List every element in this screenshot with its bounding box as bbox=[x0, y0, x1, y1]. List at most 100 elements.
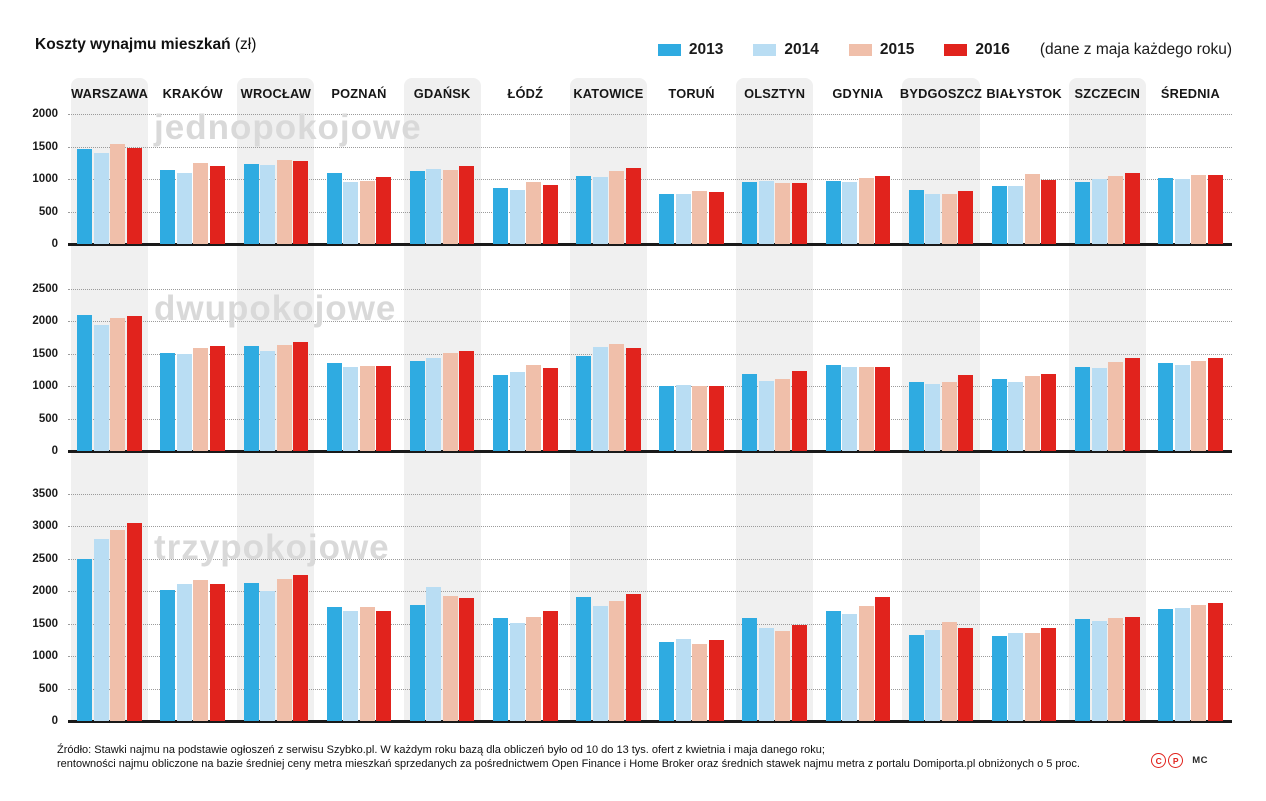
y-tick-2000: 2000 bbox=[32, 315, 58, 328]
y-tick-0: 0 bbox=[51, 445, 58, 457]
city-label-10: BYDGOSZCZ bbox=[899, 85, 983, 101]
bar-ŁÓDŹ-2013 bbox=[493, 187, 509, 244]
bar-group-GDAŃSK bbox=[401, 289, 484, 451]
bar-KATOWICE-2013 bbox=[576, 176, 592, 244]
panel-watermark-title: dwupokojowe bbox=[154, 289, 397, 328]
y-tick-2000: 2000 bbox=[32, 585, 58, 598]
city-label-3: POZNAŃ bbox=[331, 85, 387, 101]
bar-BIAŁYSTOK-2014 bbox=[1008, 381, 1024, 451]
bar-group-ŚREDNIA bbox=[1149, 494, 1232, 721]
gridline-1500 bbox=[68, 623, 1232, 625]
bar-WROCŁAW-2015 bbox=[276, 578, 292, 721]
bar-BYDGOSZCZ-2013 bbox=[908, 634, 924, 721]
bar-POZNAŃ-2013 bbox=[326, 606, 342, 721]
bar-group-ŁÓDŹ bbox=[484, 494, 567, 721]
bar-GDAŃSK-2013 bbox=[409, 360, 425, 451]
bar-ŚREDNIA-2016 bbox=[1207, 602, 1223, 721]
bar-GDAŃSK-2015 bbox=[442, 169, 458, 244]
bar-WROCŁAW-2013 bbox=[243, 164, 259, 244]
bar-BIAŁYSTOK-2013 bbox=[991, 635, 1007, 721]
bar-WROCŁAW-2013 bbox=[243, 346, 259, 451]
bar-OLSZTYN-2015 bbox=[775, 379, 791, 451]
bar-POZNAŃ-2016 bbox=[376, 366, 392, 451]
y-tick-3500: 3500 bbox=[32, 488, 58, 500]
bar-ŁÓDŹ-2014 bbox=[509, 623, 525, 721]
bar-GDAŃSK-2016 bbox=[459, 598, 475, 721]
bar-SZCZECIN-2013 bbox=[1075, 619, 1090, 721]
bar-TORUŃ-2013 bbox=[659, 385, 675, 451]
bar-TORUŃ-2016 bbox=[708, 639, 724, 721]
legend-note: (dane z maja każdego roku) bbox=[1039, 41, 1232, 58]
y-tick-500: 500 bbox=[38, 682, 58, 695]
bar-SZCZECIN-2015 bbox=[1108, 175, 1123, 244]
bar-ŁÓDŹ-2016 bbox=[542, 611, 558, 721]
bar-WARSZAWA-2015 bbox=[110, 530, 126, 721]
bar-group-BYDGOSZCZ bbox=[899, 114, 982, 244]
city-label-0: WARSZAWA bbox=[71, 85, 149, 101]
gridline-2500 bbox=[68, 289, 1232, 290]
bar-GDAŃSK-2013 bbox=[409, 171, 425, 244]
bar-BYDGOSZCZ-2015 bbox=[941, 382, 957, 451]
bar-WROCŁAW-2016 bbox=[293, 161, 309, 244]
bar-ŚREDNIA-2015 bbox=[1191, 174, 1207, 244]
bar-OLSZTYN-2013 bbox=[742, 618, 758, 721]
bar-group-KATOWICE bbox=[567, 494, 650, 721]
gridline-3500 bbox=[68, 494, 1232, 495]
bar-WARSZAWA-2013 bbox=[77, 314, 93, 451]
legend: 2013 2014 2015 2016 (dane z maja każdego ro… bbox=[657, 41, 1232, 59]
gridline-2000 bbox=[68, 591, 1232, 593]
panel-dwupokojowe: 0 500 1000 1500 2000 2500 dwupokojowe bbox=[32, 283, 1232, 457]
bar-group-BIAŁYSTOK bbox=[983, 114, 1066, 244]
bar-WROCŁAW-2014 bbox=[260, 591, 276, 721]
bar-BYDGOSZCZ-2015 bbox=[941, 194, 957, 244]
bar-ŁÓDŹ-2015 bbox=[526, 365, 542, 451]
bar-BYDGOSZCZ-2014 bbox=[925, 629, 941, 721]
bar-BIAŁYSTOK-2015 bbox=[1024, 174, 1040, 244]
panel-watermark-title: jednopokojowe bbox=[154, 108, 422, 147]
panel-watermark-title: trzypokojowe bbox=[154, 528, 390, 567]
bar-group-WARSZAWA bbox=[68, 289, 151, 451]
bar-BYDGOSZCZ-2016 bbox=[958, 190, 974, 244]
panel-trzypokojowe: 0 500 1000 1500 2000 2500 3000 3500 trzypokojowe bbox=[32, 488, 1232, 727]
bar-group-BIAŁYSTOK bbox=[983, 494, 1066, 721]
y-tick-1000: 1000 bbox=[32, 173, 58, 185]
bar-SZCZECIN-2014 bbox=[1091, 178, 1107, 244]
y-tick-1000: 1000 bbox=[32, 380, 58, 393]
legend-item-2016: 2016 bbox=[944, 41, 1010, 59]
bar-KRAKÓW-2016 bbox=[209, 346, 225, 451]
bar-group-SZCZECIN bbox=[1066, 494, 1149, 721]
bar-KATOWICE-2015 bbox=[609, 344, 625, 451]
bar-WROCŁAW-2015 bbox=[276, 344, 292, 451]
bar-groups bbox=[68, 494, 1232, 721]
bar-KRAKÓW-2013 bbox=[160, 353, 176, 451]
bar-SZCZECIN-2013 bbox=[1075, 182, 1090, 244]
bar-GDYNIA-2016 bbox=[875, 367, 891, 451]
bar-group-BYDGOSZCZ bbox=[899, 494, 982, 721]
bar-group-OLSZTYN bbox=[733, 114, 816, 244]
bar-KRAKÓW-2015 bbox=[193, 579, 209, 721]
bar-GDYNIA-2015 bbox=[858, 366, 874, 451]
legend-swatch-2016 bbox=[944, 44, 968, 56]
bar-KRAKÓW-2014 bbox=[176, 584, 192, 721]
y-tick-1500: 1500 bbox=[32, 617, 58, 630]
bar-SZCZECIN-2016 bbox=[1124, 616, 1140, 721]
bar-KATOWICE-2016 bbox=[625, 347, 641, 451]
bar-KATOWICE-2016 bbox=[625, 593, 641, 721]
y-tick-1500: 1500 bbox=[32, 140, 58, 153]
bar-WROCŁAW-2013 bbox=[243, 582, 259, 721]
bar-GDYNIA-2013 bbox=[825, 181, 841, 244]
gridline-3000 bbox=[68, 526, 1232, 528]
bar-group-ŚREDNIA bbox=[1149, 289, 1232, 451]
bar-KRAKÓW-2013 bbox=[160, 589, 176, 721]
bar-GDYNIA-2016 bbox=[875, 175, 891, 244]
x-axis-line bbox=[68, 450, 1232, 453]
bar-WARSZAWA-2016 bbox=[126, 147, 142, 244]
bar-WARSZAWA-2014 bbox=[93, 153, 109, 244]
bar-TORUŃ-2014 bbox=[675, 638, 691, 721]
bar-GDYNIA-2014 bbox=[842, 613, 858, 721]
legend-label: 2014 bbox=[784, 41, 819, 58]
bar-WARSZAWA-2014 bbox=[93, 538, 109, 721]
y-tick-0: 0 bbox=[51, 715, 58, 727]
bar-GDAŃSK-2016 bbox=[459, 351, 475, 451]
bar-ŁÓDŹ-2015 bbox=[526, 617, 542, 721]
